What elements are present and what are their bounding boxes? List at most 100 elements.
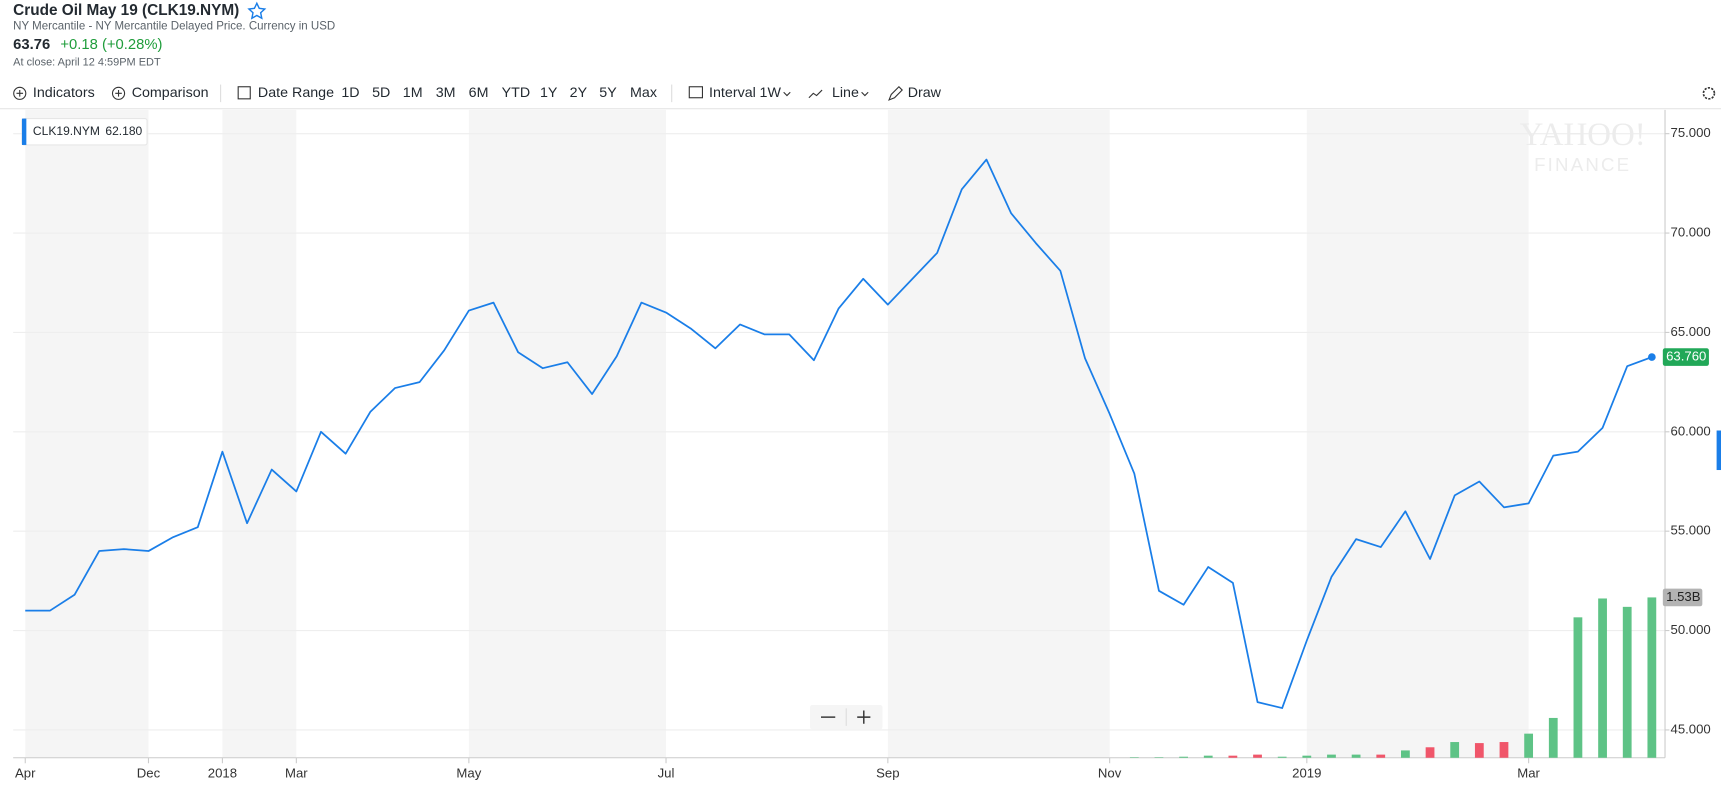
icon	[111, 86, 126, 100]
range-button[interactable]: YTD	[502, 85, 531, 101]
volume-bar	[1129, 757, 1139, 758]
range-button[interactable]: 6M	[469, 85, 489, 101]
range-button[interactable]: 1D	[341, 85, 359, 101]
x-tick-label: Apr	[15, 766, 36, 781]
period-band	[222, 109, 297, 758]
volume-bar	[1548, 717, 1558, 758]
icon	[13, 86, 27, 100]
y-tick-label: 65.000	[1671, 324, 1711, 339]
volume-bar	[1203, 755, 1213, 758]
x-tick-label: Jul	[658, 766, 675, 781]
icon	[115, 90, 122, 97]
date-range-button[interactable]: Date Range	[258, 85, 334, 101]
period-band	[25, 109, 149, 758]
range-button[interactable]: 2Y	[570, 85, 588, 101]
range-button[interactable]: Max	[630, 85, 657, 101]
icon	[783, 91, 791, 97]
watchlist-star[interactable]	[247, 1, 267, 20]
period-band	[887, 109, 1110, 758]
range-button[interactable]: 3M	[436, 85, 456, 101]
chart-type-button[interactable]: Line	[832, 85, 859, 101]
icon	[16, 90, 24, 97]
y-tick-label: 50.000	[1671, 622, 1711, 637]
y-tick-label: 60.000	[1671, 423, 1711, 438]
volume-bar	[1154, 757, 1164, 758]
quote-header: Crude Oil May 19 (CLK19.NYM) NY Mercanti…	[13, 1, 335, 68]
x-tick-label: Nov	[1098, 766, 1122, 781]
volume-bar	[1351, 754, 1361, 758]
x-tick-label: Dec	[137, 766, 161, 781]
volume-bar	[1228, 755, 1238, 758]
volume-bar	[1302, 755, 1312, 758]
volume-bar	[1450, 742, 1460, 758]
icon	[861, 91, 869, 97]
range-button[interactable]: 5Y	[599, 85, 617, 101]
volume-bar	[1376, 754, 1386, 758]
quote-change: +0.18 (+0.28%)	[60, 37, 162, 53]
y-tick-label: 55.000	[1671, 523, 1711, 538]
icon	[888, 85, 903, 101]
volume-bar	[1277, 756, 1287, 758]
x-tick-label: Sep	[876, 766, 899, 781]
indicators-button[interactable]: Indicators	[33, 85, 95, 101]
volume-tag-bg	[1662, 588, 1703, 607]
legend: CLK19.NYM 62.180	[21, 118, 148, 146]
icon	[237, 86, 251, 100]
y-tick-label: 45.000	[1671, 721, 1711, 736]
volume-bar	[1425, 747, 1435, 758]
legend-swatch	[21, 118, 27, 145]
volume-bar	[1499, 742, 1509, 758]
watermark: YAHOO!	[1520, 117, 1646, 153]
price-tag-bg	[1662, 348, 1709, 366]
price-tag: 63.760	[1666, 349, 1706, 364]
period-bands	[25, 109, 1529, 758]
legend-value: 62.180	[105, 124, 142, 138]
volume-bar	[1524, 733, 1534, 758]
interval-value[interactable]: 1W	[760, 85, 782, 101]
icon	[808, 89, 823, 99]
draw-button[interactable]: Draw	[908, 85, 942, 101]
volume-bar	[1647, 597, 1657, 758]
x-tick-label: 2018	[208, 766, 237, 781]
icon	[688, 86, 703, 99]
volume-bar	[1327, 754, 1336, 758]
y-tick-label: 75.000	[1671, 125, 1711, 140]
quote-subtitle: NY Mercantile - NY Mercantile Delayed Pr…	[13, 20, 335, 32]
volume-bar	[1598, 598, 1607, 758]
period-band	[1306, 109, 1529, 758]
volume-bar	[1179, 756, 1188, 758]
volume-bar	[1573, 617, 1583, 758]
quote-title: Crude Oil May 19 (CLK19.NYM)	[13, 2, 239, 19]
last-point	[1648, 353, 1656, 361]
range-button[interactable]: 5D	[372, 85, 390, 101]
y-tick-label: 70.000	[1671, 225, 1711, 240]
interval-button[interactable]: Interval	[709, 85, 756, 101]
volume-tag: 1.53B	[1666, 589, 1701, 604]
price-line	[25, 158, 1653, 709]
legend-symbol: CLK19.NYM	[33, 124, 100, 138]
settings-button[interactable]	[1702, 87, 1716, 100]
volume-bar	[1622, 606, 1632, 758]
watermark: FINANCE	[1534, 154, 1631, 175]
zoom-controls	[810, 705, 883, 730]
side-handle[interactable]	[1716, 430, 1721, 471]
toolbar: Indicators Comparison Date Range 1D 5D 1M 3…	[13, 84, 1716, 103]
period-band	[468, 109, 667, 758]
x-tick-label: Mar	[285, 766, 308, 781]
quote-price: 63.76	[13, 37, 50, 53]
range-button[interactable]: 1M	[403, 85, 423, 101]
zoom-in-button[interactable]	[857, 710, 871, 724]
close-time: At close: April 12 4:59PM EDT	[13, 56, 161, 68]
volume-bar	[1401, 750, 1410, 758]
range-button[interactable]: 1Y	[540, 85, 558, 101]
grid: 45.000 50.000 55.000 60.000 65.000 70.000 75.0…	[13, 109, 1711, 781]
x-tick-label: May	[456, 766, 481, 781]
x-tick-label: 2019	[1292, 766, 1321, 781]
comparison-button[interactable]: Comparison	[132, 85, 209, 101]
volume-bar	[1253, 754, 1262, 758]
plot: 63.760 1.53B	[25, 158, 1709, 758]
volume-bar	[1474, 743, 1484, 758]
x-tick-label: Mar	[1517, 766, 1540, 781]
